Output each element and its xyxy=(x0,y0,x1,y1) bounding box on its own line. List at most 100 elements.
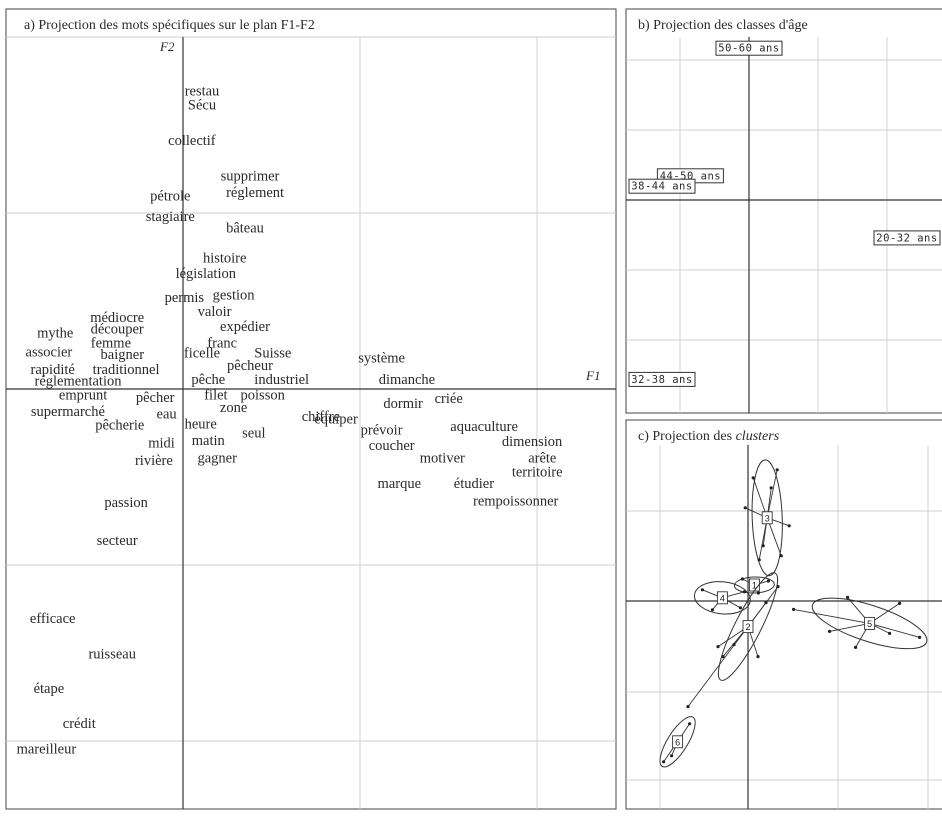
word-poisson: poisson xyxy=(241,387,286,403)
age-class-box xyxy=(873,230,941,246)
panel-c-frame xyxy=(625,419,942,810)
word-rapidite: rapidité xyxy=(31,362,75,378)
cluster-member-point xyxy=(769,486,773,490)
word-pecherie: pêcherie xyxy=(95,418,144,434)
word-suisse: Suisse xyxy=(254,346,291,362)
age-class-38-44-ans: 38-44 ans xyxy=(628,178,696,194)
age-class-label: 20-32 ans xyxy=(876,232,937,244)
cluster-member-point xyxy=(757,558,761,562)
panel-words-projection: a) Projection des mots spécifiques sur l… xyxy=(5,8,617,810)
cluster-label-box xyxy=(742,620,754,634)
word-gestion: gestion xyxy=(213,287,256,303)
word-etudier: étudier xyxy=(454,476,494,492)
word-peche: pêche xyxy=(191,372,225,388)
word-matin: matin xyxy=(192,433,226,449)
word-midi: midi xyxy=(148,435,175,451)
cluster-spoke xyxy=(793,608,870,624)
cluster-member-point xyxy=(740,577,745,581)
word-ruisseau: ruisseau xyxy=(88,647,136,663)
word-prevoir: prévoir xyxy=(361,423,403,439)
word-chiffre: chiffre xyxy=(302,409,340,425)
word-aquaculture: aquaculture xyxy=(450,419,518,435)
word-dimanche: dimanche xyxy=(379,372,435,388)
age-class-box xyxy=(628,371,696,387)
cluster-ellipse xyxy=(717,572,779,681)
cluster-label: 3 xyxy=(765,513,770,523)
cluster-member-point xyxy=(779,554,783,558)
cluster-member-point xyxy=(846,595,850,600)
word-collectif: collectif xyxy=(168,133,216,149)
cluster-member-point xyxy=(732,643,736,647)
cluster-ellipse xyxy=(751,459,783,577)
word-equiper: équiper xyxy=(314,411,358,427)
cluster-member-point xyxy=(700,588,705,592)
cluster-ellipse xyxy=(811,597,928,650)
panel-clusters: c) Projection des clusters 1 2 3 4 5 6 xyxy=(625,419,942,810)
cluster-member-point xyxy=(787,524,791,528)
word-gagner: gagner xyxy=(197,451,237,467)
word-dormir: dormir xyxy=(383,396,423,412)
cluster-member-point xyxy=(764,601,768,605)
cluster-member-point xyxy=(738,606,743,610)
cluster-spoke xyxy=(752,477,768,518)
word-criee: criée xyxy=(435,391,463,407)
word-legislation: législation xyxy=(176,266,237,282)
word-secteur: secteur xyxy=(97,533,138,549)
cluster-label: 4 xyxy=(720,593,725,603)
word-territoire: territoire xyxy=(512,465,563,481)
word-expedier: expédier xyxy=(220,319,270,335)
age-class-label: 32-38 ans xyxy=(631,374,692,386)
word-baigner: baigner xyxy=(101,347,145,363)
cluster-5: 5 xyxy=(792,595,928,650)
cluster-member-point xyxy=(766,579,771,583)
age-class-box xyxy=(715,40,783,56)
word-petrole: pétrole xyxy=(150,189,190,205)
word-reglement: réglement xyxy=(226,185,284,201)
cluster-member-point xyxy=(751,476,755,480)
age-class-label: 38-44 ans xyxy=(631,181,692,193)
cluster-spoke xyxy=(829,622,870,632)
word-mythe: mythe xyxy=(37,325,73,341)
word-credit: crédit xyxy=(63,716,96,732)
word-valoir: valoir xyxy=(198,304,232,320)
cluster-member-point xyxy=(776,585,780,589)
cluster-member-point xyxy=(688,722,692,726)
cluster-label: 5 xyxy=(867,619,872,629)
panel-age-classes: b) Projection des classes d'âge 50-60 an… xyxy=(625,8,942,414)
panel-a-frame xyxy=(5,8,617,810)
age-class-32-38-ans: 32-38 ans xyxy=(628,371,696,387)
cluster-label-box xyxy=(716,591,728,605)
word-associer: associer xyxy=(26,344,73,360)
word-stagiaire: stagiaire xyxy=(146,209,195,225)
word-passion: passion xyxy=(104,495,148,511)
cluster-spoke xyxy=(766,469,778,518)
word-systeme: système xyxy=(358,351,405,367)
word-etape: étape xyxy=(34,681,65,697)
cluster-member-point xyxy=(721,655,725,659)
f1-axis-label: F1 xyxy=(585,368,600,383)
word-heure: heure xyxy=(185,416,217,432)
cluster-label-box xyxy=(761,511,773,525)
cluster-member-point xyxy=(918,635,922,640)
age-class-50-60-ans: 50-60 ans xyxy=(715,40,783,56)
word-traditionnel: traditionnel xyxy=(93,362,160,378)
panel-c-title: c) Projection des clusters xyxy=(638,429,780,444)
word-dimension: dimension xyxy=(502,434,563,450)
cluster-ellipse xyxy=(733,576,775,594)
cluster-label: 1 xyxy=(752,581,757,591)
cluster-label: 6 xyxy=(675,737,680,747)
cluster-member-point xyxy=(828,629,832,634)
age-class-box xyxy=(628,178,696,194)
word-histoire: histoire xyxy=(203,251,247,267)
panel-b-frame xyxy=(625,8,942,414)
word-mareilleur: mareilleur xyxy=(17,742,77,758)
word-zone: zone xyxy=(220,400,247,416)
word-seul: seul xyxy=(242,425,265,441)
cluster-6: 6 xyxy=(659,716,696,768)
word-pecheur: pêcheur xyxy=(227,358,273,374)
cluster-3: 3 xyxy=(743,459,791,577)
cluster-label-box xyxy=(672,735,684,749)
word-emprunt: emprunt xyxy=(59,387,107,403)
